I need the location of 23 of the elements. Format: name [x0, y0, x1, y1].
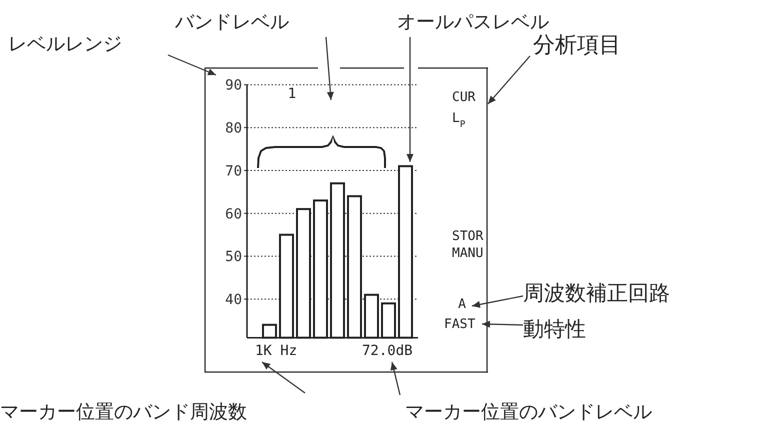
- y-tick-label: 80: [225, 120, 242, 137]
- annotation: 1: [288, 86, 296, 102]
- y-tick-label: 50: [225, 249, 242, 266]
- text: A: [458, 297, 466, 312]
- text: 72.0dB: [362, 343, 413, 359]
- text: 1K Hz: [255, 343, 298, 359]
- y-tick-label: 40: [225, 292, 242, 308]
- text: 周波数補正回路: [523, 282, 670, 305]
- text: CUR: [452, 90, 476, 105]
- text: 動特性: [523, 318, 586, 341]
- text: バンドレベル: [174, 12, 289, 33]
- text: レベルレンジ: [8, 34, 122, 55]
- text: MANU: [452, 246, 484, 261]
- text: オールパスレベル: [397, 12, 549, 33]
- text: STOR: [452, 229, 484, 244]
- text: FAST: [444, 317, 476, 332]
- y-tick-label: 90: [225, 78, 242, 94]
- y-tick-label: 60: [225, 206, 242, 222]
- text: マーカー位置のバンドレベル: [405, 402, 652, 423]
- text: マーカー位置のバンド周波数: [0, 402, 247, 423]
- text: L$_{P}$: [452, 111, 466, 130]
- text: 分析項目: [533, 32, 621, 57]
- y-tick-label: 70: [225, 163, 242, 180]
